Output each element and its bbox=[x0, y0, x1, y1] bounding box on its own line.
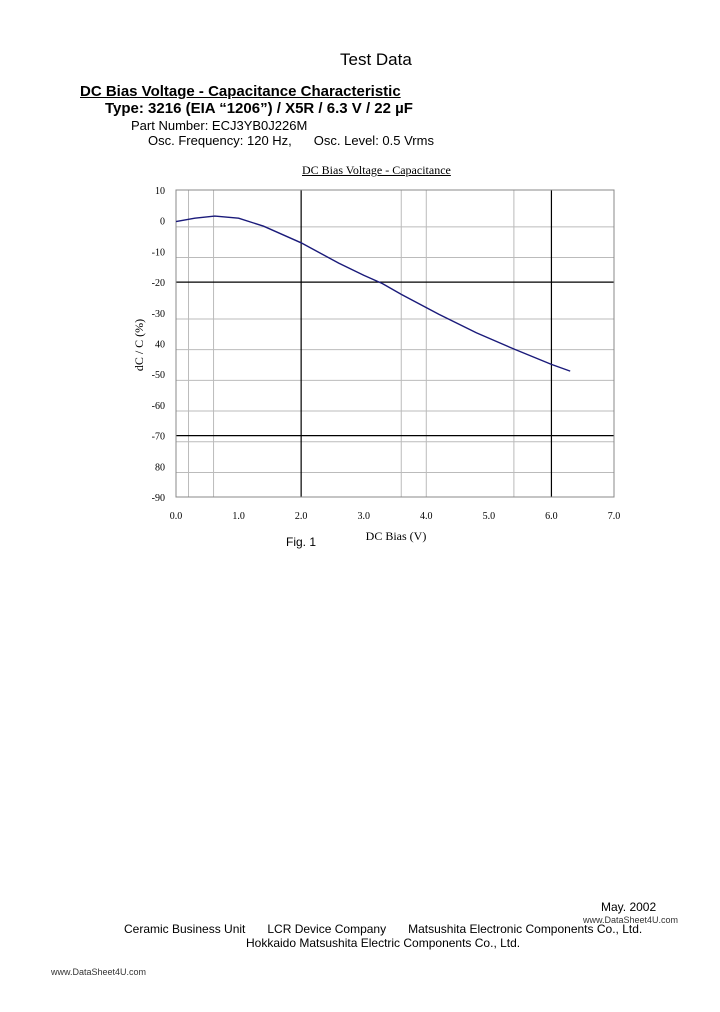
device-company: LCR Device Company bbox=[267, 922, 387, 936]
corporation: Matsushita Electronic Components Co., Lt… bbox=[408, 922, 643, 936]
capacitance-curve bbox=[175, 215, 571, 372]
watermark-link-left[interactable]: www.DataSheet4U.com bbox=[51, 967, 147, 977]
part-number: Part Number: ECJ3YB0J226M bbox=[131, 118, 308, 133]
y-tick-label: 40 bbox=[155, 340, 165, 351]
x-tick-label: 5.0 bbox=[483, 511, 496, 522]
y-tick-label: -60 bbox=[152, 401, 165, 412]
section-title: DC Bias Voltage - Capacitance Characteri… bbox=[80, 83, 401, 100]
osc-conditions: Osc. Frequency: 120 Hz, Osc. Level: 0.5 V… bbox=[148, 133, 434, 148]
x-tick-label: 7.0 bbox=[608, 511, 621, 522]
business-unit: Ceramic Business Unit bbox=[124, 922, 246, 936]
x-tick-label: 6.0 bbox=[545, 511, 558, 522]
chart-grid bbox=[176, 190, 614, 497]
x-tick-label: 4.0 bbox=[420, 511, 433, 522]
y-axis-label: dC / C (%) bbox=[132, 319, 146, 371]
x-axis-ticks: 0.0 1.0 2.0 3.0 4.0 5.0 6.0 7.0 bbox=[170, 511, 621, 522]
y-tick-label: -20 bbox=[152, 278, 165, 289]
y-axis-ticks: 10 0 -10 -20 -30 40 -50 -60 -70 80 -90 bbox=[152, 186, 165, 504]
y-tick-label: 80 bbox=[155, 462, 165, 473]
x-tick-label: 0.0 bbox=[170, 511, 183, 522]
y-tick-label: -10 bbox=[152, 247, 165, 258]
y-tick-label: -90 bbox=[152, 493, 165, 504]
osc-frequency: Osc. Frequency: 120 Hz, bbox=[148, 133, 292, 148]
x-tick-label: 1.0 bbox=[232, 511, 245, 522]
plot-frame bbox=[175, 189, 615, 498]
y-tick-label: -50 bbox=[152, 370, 165, 381]
chart-title: DC Bias Voltage - Capacitance bbox=[302, 163, 451, 177]
document-title: Test Data bbox=[340, 50, 412, 69]
watermark-link-right[interactable]: www.DataSheet4U.com bbox=[583, 915, 679, 925]
footer-line-1: Ceramic Business Unit LCR Device Company M… bbox=[124, 922, 642, 936]
x-tick-label: 3.0 bbox=[357, 511, 370, 522]
y-tick-label: 0 bbox=[160, 217, 165, 228]
dc-bias-chart: 10 0 -10 -20 -30 40 -50 -60 -70 80 -90 0.0 1.0 2.0 3.… bbox=[132, 186, 621, 543]
type-line: Type: 3216 (EIA “1206”) / X5R / 6.3 V / … bbox=[105, 100, 413, 117]
y-tick-label: -30 bbox=[152, 309, 165, 320]
y-tick-label: -70 bbox=[152, 432, 165, 443]
osc-level: Osc. Level: 0.5 Vrms bbox=[313, 133, 434, 148]
x-tick-label: 2.0 bbox=[295, 511, 308, 522]
footer-line-2: Hokkaido Matsushita Electric Components … bbox=[246, 936, 521, 950]
figure-label: Fig. 1 bbox=[286, 535, 317, 549]
y-tick-label: 10 bbox=[155, 186, 165, 197]
date: May. 2002 bbox=[601, 900, 657, 914]
x-axis-label: DC Bias (V) bbox=[366, 529, 427, 543]
